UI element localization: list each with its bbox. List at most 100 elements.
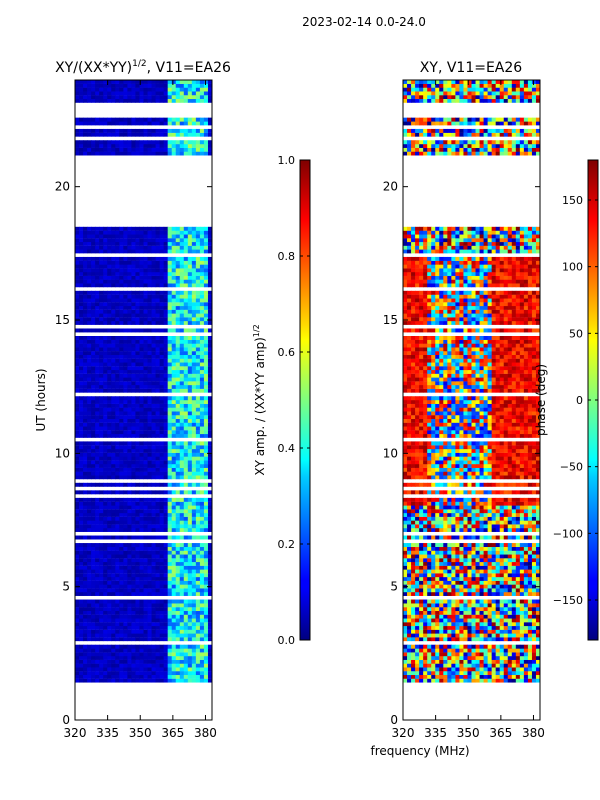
heatmap-cell <box>83 407 88 412</box>
heatmap-cell <box>187 302 193 307</box>
heatmap-cell <box>75 241 80 246</box>
heatmap-cell <box>111 445 116 450</box>
heatmap-cell <box>91 569 96 574</box>
figure-suptitle: 2023-02-14 0.0-24.0 <box>302 15 426 29</box>
heatmap-cell <box>103 464 108 468</box>
heatmap-cell <box>143 652 149 657</box>
heatmap-cell <box>167 403 173 408</box>
heatmap-cell <box>203 272 209 276</box>
heatmap-cell <box>115 362 120 367</box>
heatmap-cell <box>155 91 161 96</box>
heatmap-cell <box>167 264 173 269</box>
heatmap-cell <box>143 328 149 333</box>
heatmap-cell <box>467 629 472 634</box>
heatmap-cell <box>411 614 416 619</box>
heatmap-cell <box>79 336 84 340</box>
heatmap-cell <box>147 347 153 352</box>
heatmap-cell <box>103 362 108 367</box>
heatmap-cell <box>123 347 128 352</box>
heatmap-cell <box>79 373 84 378</box>
heatmap-cell <box>91 279 96 284</box>
heatmap-cell <box>159 305 165 310</box>
heatmap-cell <box>99 663 104 668</box>
heatmap-cell <box>91 573 96 578</box>
heatmap-cell <box>183 366 189 371</box>
heatmap-cell <box>439 663 444 668</box>
heatmap-cell <box>79 528 84 532</box>
heatmap-cell <box>203 467 209 472</box>
heatmap-cell <box>195 618 201 623</box>
heatmap-cell <box>471 674 477 679</box>
heatmap-cell <box>187 117 193 122</box>
heatmap-cell <box>179 403 185 408</box>
heatmap-cell <box>175 652 181 657</box>
heatmap-cell <box>115 637 120 642</box>
heatmap-cell <box>95 407 100 412</box>
heatmap-cell <box>155 633 161 638</box>
heatmap-cell <box>111 433 116 438</box>
heatmap-cell <box>95 366 100 371</box>
heatmap-cell <box>191 512 197 517</box>
heatmap-row <box>75 343 212 348</box>
heatmap-cell <box>507 652 513 657</box>
heatmap-cell <box>191 83 197 88</box>
heatmap-cell <box>83 663 88 668</box>
heatmap-cell <box>155 241 161 246</box>
heatmap-cell <box>183 336 189 340</box>
heatmap-cell <box>91 656 96 660</box>
heatmap-cell <box>135 576 140 581</box>
heatmap-cell <box>523 671 529 676</box>
heatmap-cell <box>119 622 124 627</box>
heatmap-cell <box>135 652 140 657</box>
heatmap-cell <box>139 407 144 412</box>
heatmap-cell <box>135 543 140 548</box>
heatmap-row <box>75 678 212 683</box>
heatmap-cell <box>163 80 169 84</box>
heatmap-cell <box>415 644 420 649</box>
heatmap-cell <box>187 592 193 596</box>
heatmap-cell <box>83 607 88 612</box>
heatmap-cell <box>127 565 132 570</box>
heatmap-cell <box>83 674 88 679</box>
heatmap-cell <box>159 501 165 506</box>
heatmap-cell <box>187 550 193 555</box>
heatmap-cell <box>191 576 197 581</box>
heatmap-cell <box>95 535 100 540</box>
heatmap-cell <box>199 625 205 630</box>
heatmap-cell <box>131 298 136 303</box>
heatmap-cell <box>195 607 201 612</box>
heatmap-cell <box>107 471 112 476</box>
heatmap-cell <box>207 144 212 148</box>
heatmap-cell <box>159 448 165 453</box>
heatmap-cell <box>207 607 212 612</box>
heatmap-cell <box>99 584 104 589</box>
heatmap-cell <box>419 629 424 634</box>
heatmap-cell <box>91 358 96 363</box>
heatmap-cell <box>87 422 92 427</box>
heatmap-cell <box>419 625 424 630</box>
heatmap-cell <box>135 388 140 393</box>
heatmap-cell <box>519 610 525 615</box>
heatmap-cell <box>143 573 149 578</box>
heatmap-cell <box>143 550 149 555</box>
heatmap-cell <box>175 573 181 578</box>
heatmap-cell <box>103 565 108 570</box>
heatmap-cell <box>163 245 169 250</box>
heatmap-cell <box>111 573 116 578</box>
heatmap-cell <box>471 618 477 623</box>
heatmap-cell <box>155 415 161 420</box>
heatmap-cell <box>75 369 80 374</box>
heatmap-cell <box>159 249 165 254</box>
heatmap-cell <box>171 132 177 137</box>
heatmap-cell <box>115 467 120 472</box>
heatmap-cell <box>187 403 193 408</box>
heatmap-cell <box>91 411 96 416</box>
heatmap-cell <box>115 648 120 653</box>
heatmap-row <box>75 95 212 100</box>
heatmap-cell <box>119 629 124 634</box>
heatmap-cell <box>155 603 161 608</box>
heatmap-cell <box>75 441 80 446</box>
heatmap-cell <box>207 569 212 574</box>
heatmap-cell <box>175 400 181 404</box>
heatmap-cell <box>159 603 165 608</box>
